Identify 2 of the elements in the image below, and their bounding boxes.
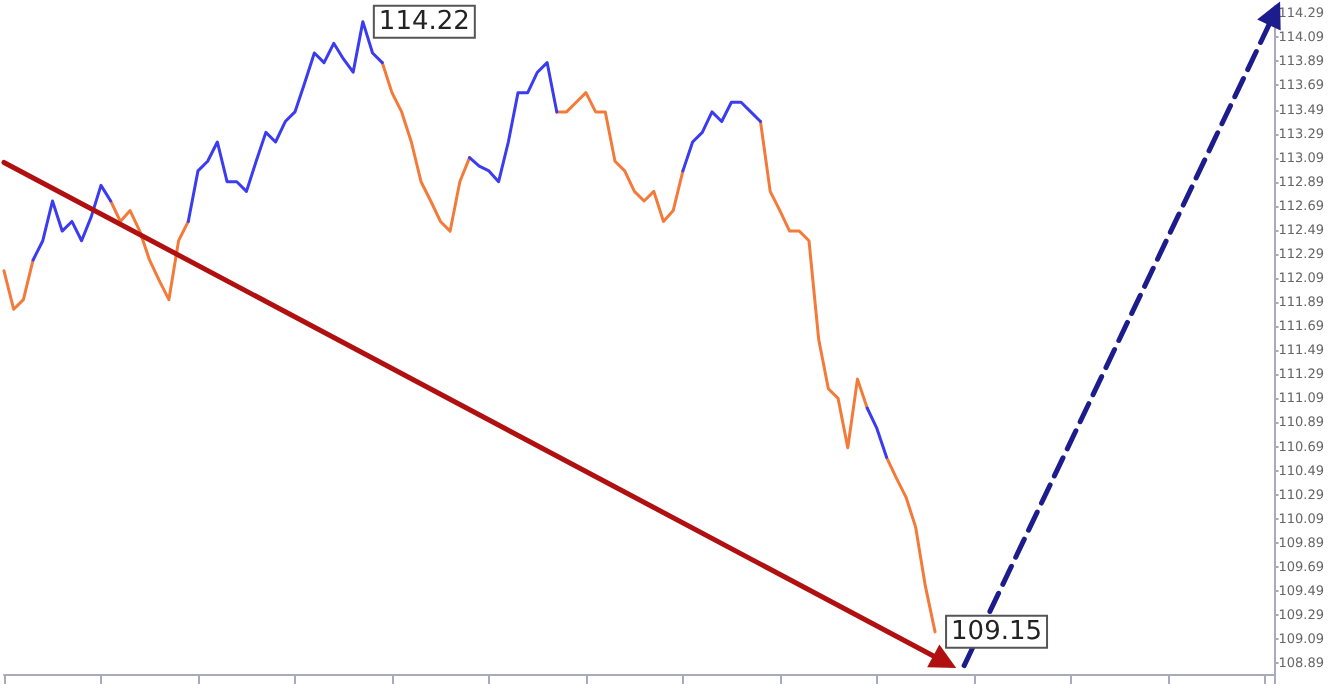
annotation: 109.15 [951, 616, 1043, 647]
annotation: 114.22 [378, 6, 470, 37]
